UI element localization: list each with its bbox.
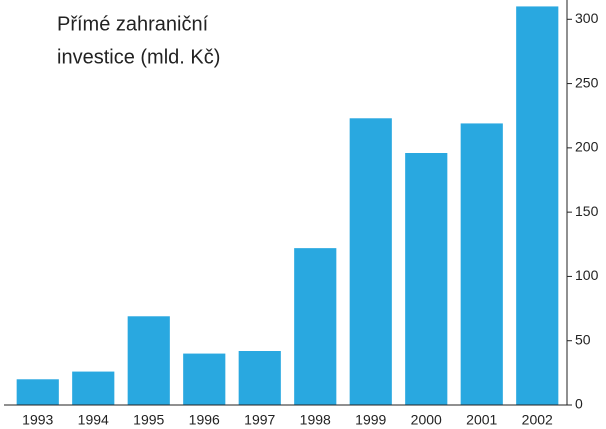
bar xyxy=(294,248,337,405)
y-tick-label: 100 xyxy=(575,267,599,283)
chart-title: investice (mld. Kč) xyxy=(57,46,220,68)
x-tick-label: 1996 xyxy=(189,412,220,428)
x-tick-label: 1999 xyxy=(355,412,386,428)
bar xyxy=(349,118,392,406)
x-tick-label: 2000 xyxy=(411,412,442,428)
y-tick-label: 50 xyxy=(575,331,591,347)
bar xyxy=(183,353,226,405)
y-tick-label: 250 xyxy=(575,74,599,90)
y-tick-label: 200 xyxy=(575,139,599,155)
x-tick-label: 1993 xyxy=(22,412,53,428)
bar xyxy=(72,371,115,405)
x-tick-label: 1998 xyxy=(300,412,331,428)
y-tick-label: 150 xyxy=(575,203,599,219)
y-tick-label: 0 xyxy=(575,396,583,412)
bar xyxy=(516,6,559,406)
y-tick-label: 300 xyxy=(575,10,599,26)
bar xyxy=(127,316,170,405)
bar xyxy=(405,153,448,405)
x-tick-label: 1995 xyxy=(133,412,164,428)
bar xyxy=(16,379,59,405)
x-tick-label: 1994 xyxy=(78,412,109,428)
x-tick-label: 1997 xyxy=(244,412,275,428)
bar xyxy=(238,351,281,405)
x-tick-label: 2002 xyxy=(522,412,553,428)
bar xyxy=(460,123,503,405)
x-tick-label: 2001 xyxy=(466,412,497,428)
chart-title: Přímé zahraniční xyxy=(57,13,209,35)
